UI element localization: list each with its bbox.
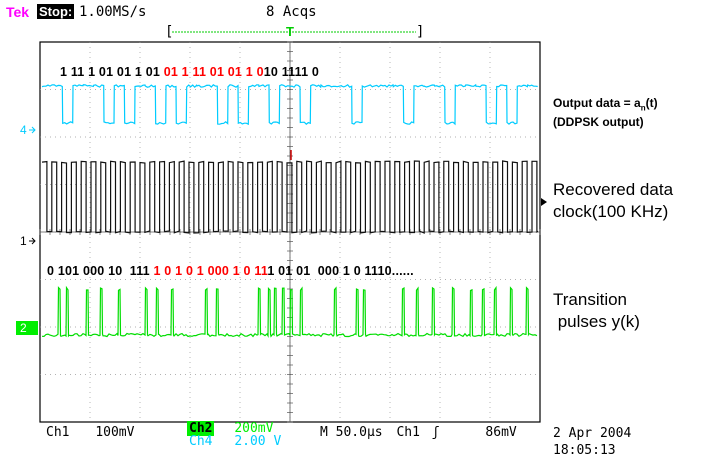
output-label-suffix: (t) — [646, 96, 658, 110]
ch4-ground-marker[interactable]: 4 — [20, 123, 35, 137]
trigger-level-arrow-icon[interactable] — [541, 198, 547, 206]
ch2-ground-marker[interactable]: 2 — [16, 321, 38, 335]
trans-label-line2: pulses y(k) — [553, 312, 640, 331]
record-position-bracket: [ ] — [165, 24, 424, 40]
ch4-scale[interactable]: 2.00 V — [234, 434, 281, 449]
sample-rate: 1.00MS/s — [79, 4, 146, 20]
trigger-level[interactable]: 86mV — [485, 425, 516, 440]
bit-segment: 1 11 1 01 01 1 01 — [60, 65, 164, 79]
bit-segment: 01 1 11 01 01 1 0 — [164, 65, 264, 79]
trigger-source[interactable]: Ch1 — [396, 425, 419, 440]
bit-segment: 1 0 1 0 1 000 1 0 11 — [153, 264, 267, 278]
svg-text:]: ] — [416, 24, 424, 40]
svg-text:2: 2 — [20, 321, 27, 335]
output-data-label: Output data = an(t) (DDPSK output) — [553, 96, 658, 130]
clock-label-line1: Recovered data — [553, 180, 673, 199]
datetime-stamp: 2 Apr 2004 18:05:13 — [553, 425, 631, 459]
trans-label-line1: Transition — [553, 290, 627, 309]
channel-ground-arrow-icon — [29, 127, 35, 133]
bit-segment: 0 101 000 10 111 — [47, 264, 153, 278]
channel-ground-arrow-icon — [29, 238, 35, 244]
acquisition-count: 8 Acqs — [266, 4, 317, 20]
timebase-trigger-block: M 50.0µs Ch1 ʃ 86mV — [320, 425, 517, 440]
output-label-line2: (DDPSK output) — [553, 115, 644, 129]
ch1-ground-marker[interactable]: 1 — [20, 234, 35, 248]
trigger-marker-icon: T — [286, 24, 294, 39]
svg-text:4: 4 — [20, 123, 27, 137]
acquisition-state[interactable]: Stop: — [37, 4, 74, 19]
svg-text:1: 1 — [20, 234, 27, 248]
timebase[interactable]: M 50.0µs — [320, 425, 383, 440]
output-label-line1: Output data = a — [553, 96, 641, 110]
brand-label: Tek — [6, 4, 29, 20]
bit-segment: 1 01 01 000 1 0 1110...... — [267, 264, 414, 278]
time: 18:05:13 — [553, 443, 616, 458]
svg-text:T: T — [286, 24, 294, 39]
status-bar: Ch1 100mV — [46, 425, 134, 440]
ch4-label[interactable]: Ch4 — [189, 434, 212, 449]
output-bit-sequence: 1 11 1 01 01 1 01 01 1 11 01 01 1 010 11… — [60, 65, 319, 79]
clock-label-line2: clock(100 KHz) — [553, 202, 668, 221]
transition-pulses-label: Transition pulses y(k) — [553, 289, 640, 333]
date: 2 Apr 2004 — [553, 426, 631, 441]
bit-segment: 10 1111 0 — [264, 65, 319, 79]
ch2-transition-pulses-waveform — [42, 288, 537, 337]
recovered-clock-label: Recovered data clock(100 KHz) — [553, 179, 673, 223]
ch2-ch4-scale-block: Ch2 200mV Ch4 2.00 V — [187, 422, 281, 448]
ch1-scale[interactable]: 100mV — [95, 425, 134, 440]
transition-bit-sequence: 0 101 000 10 111 1 0 1 0 1 000 1 0 111 0… — [47, 264, 414, 278]
ch1-label[interactable]: Ch1 — [46, 425, 69, 440]
trigger-slope-icon[interactable]: ʃ — [432, 425, 440, 440]
